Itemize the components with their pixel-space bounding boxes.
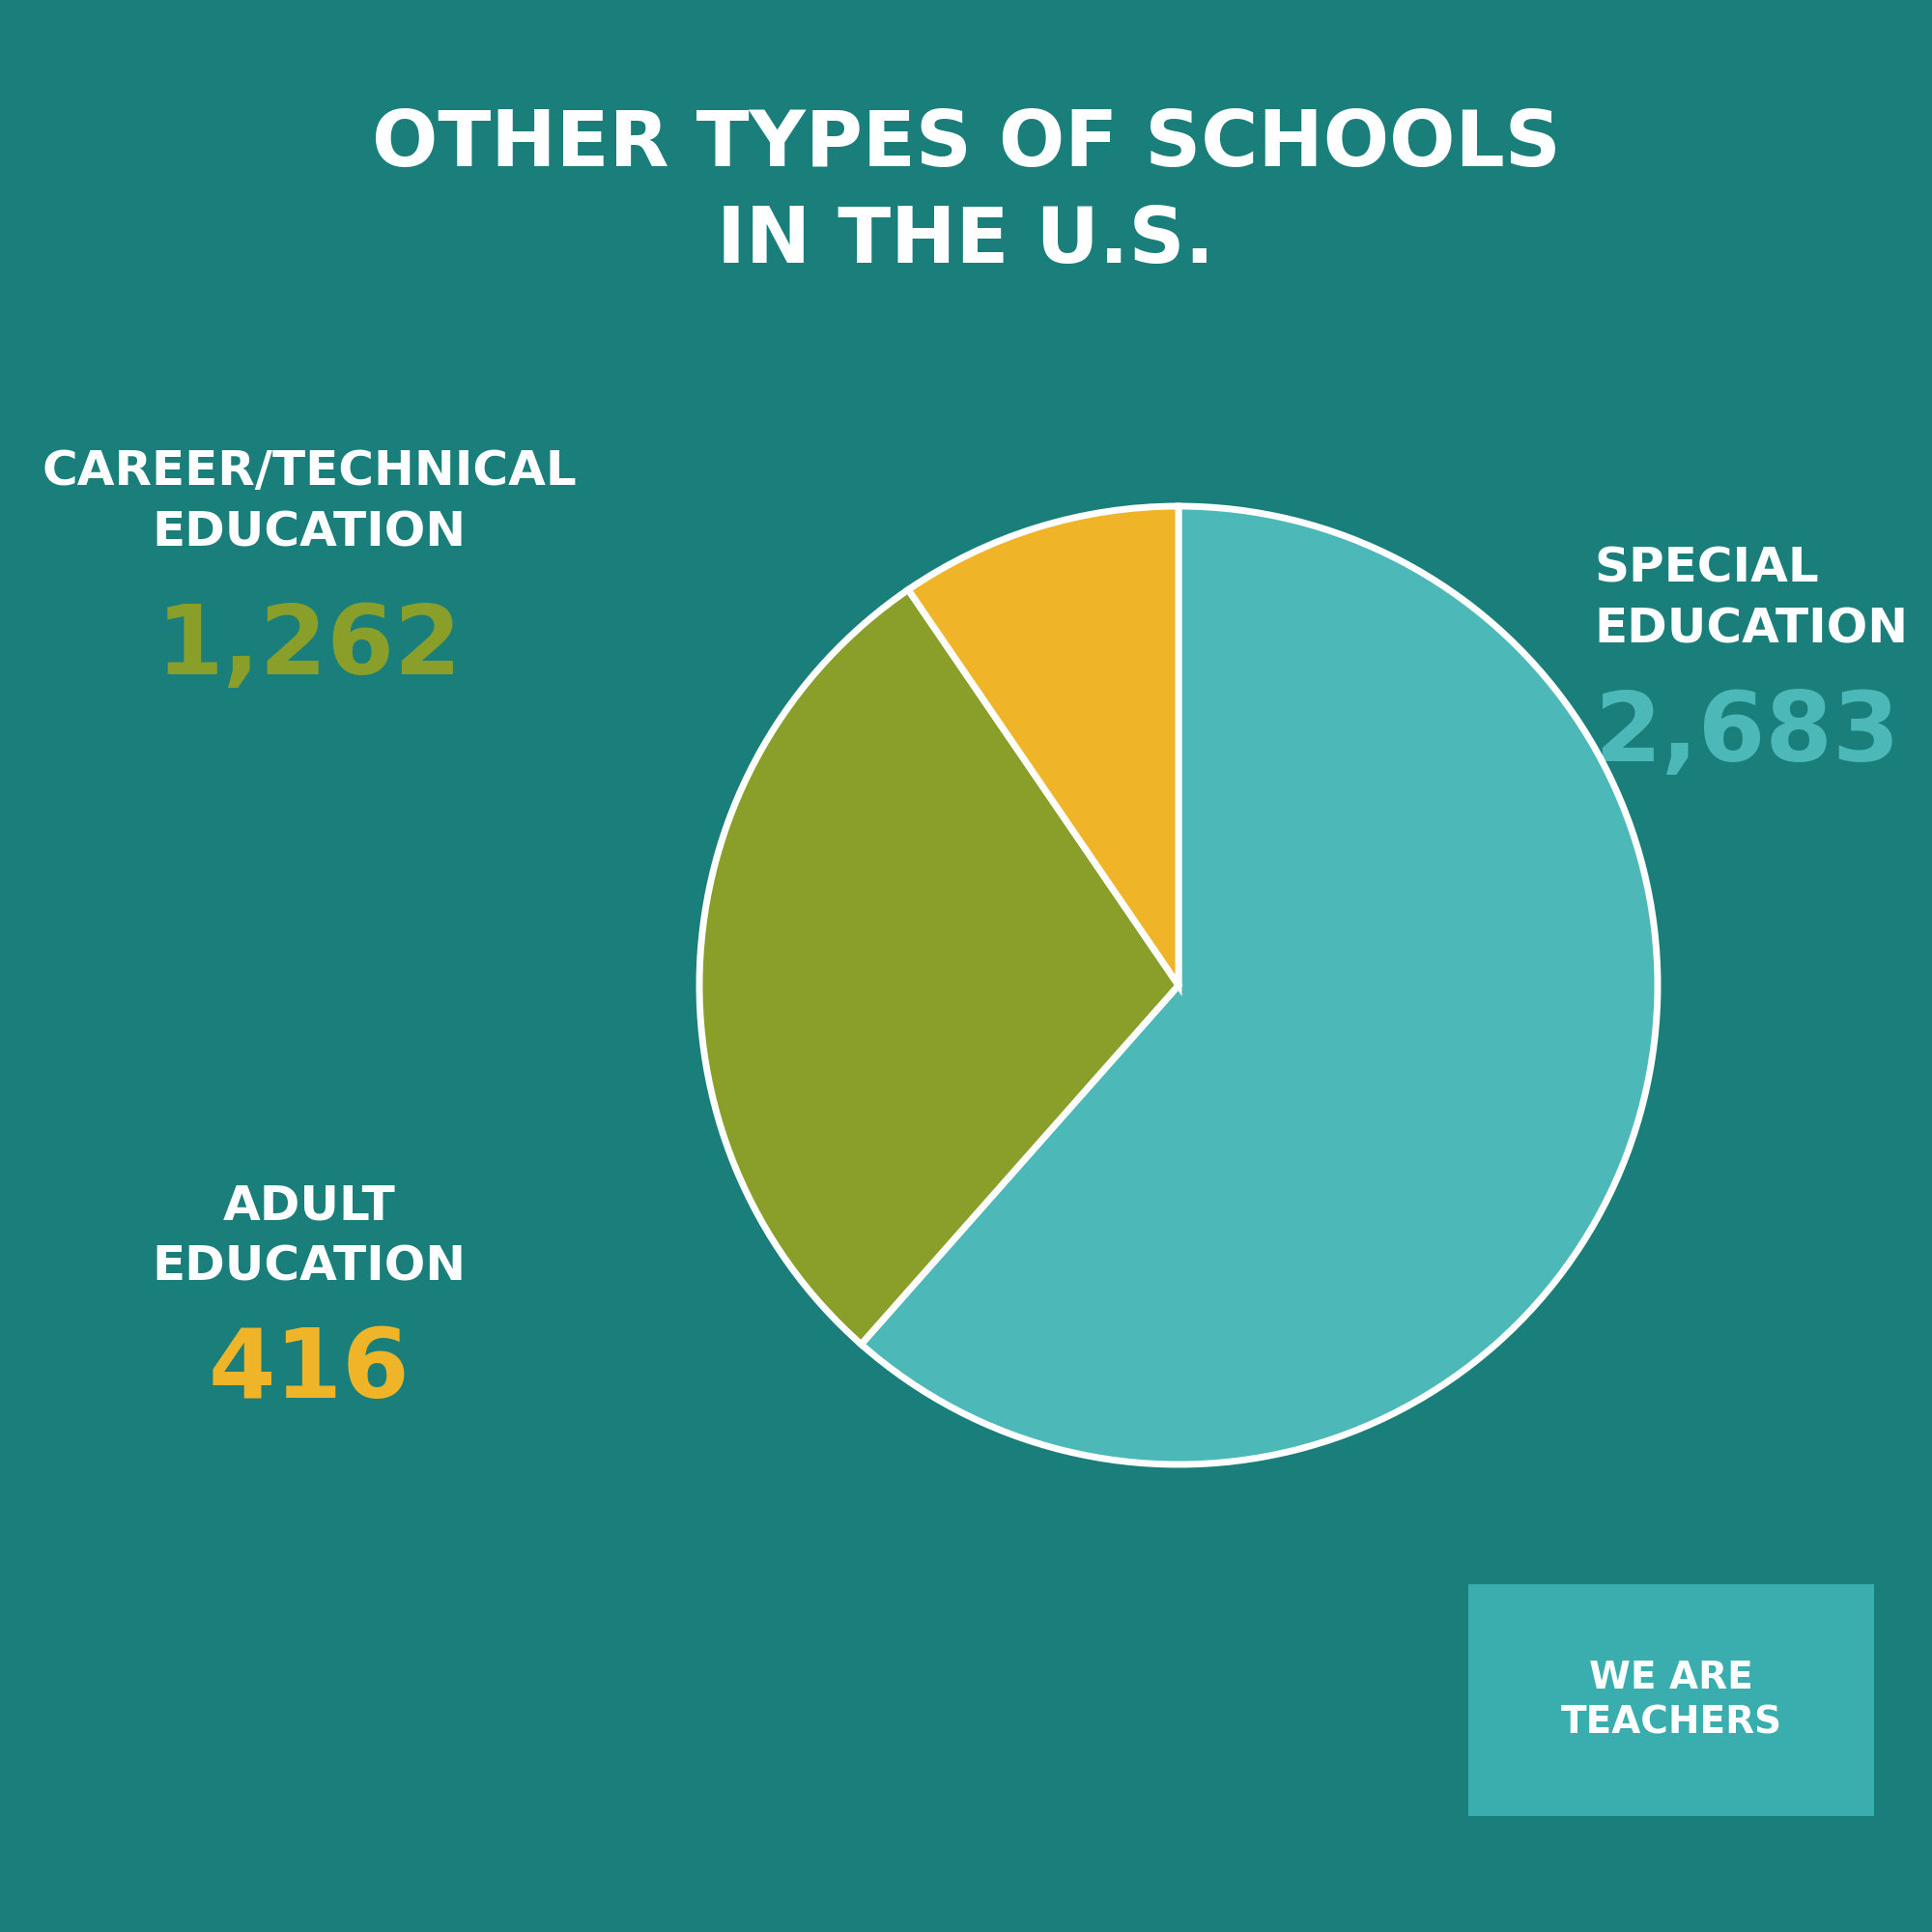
Text: IN THE U.S.: IN THE U.S.	[717, 203, 1215, 278]
FancyBboxPatch shape	[1468, 1584, 1874, 1816]
Text: OTHER TYPES OF SCHOOLS: OTHER TYPES OF SCHOOLS	[371, 106, 1561, 184]
Wedge shape	[699, 589, 1179, 1345]
Wedge shape	[862, 506, 1658, 1464]
Wedge shape	[908, 506, 1179, 985]
Text: 2,683: 2,683	[1594, 688, 1899, 781]
Text: 416: 416	[209, 1325, 410, 1418]
Text: SPECIAL
EDUCATION: SPECIAL EDUCATION	[1594, 545, 1909, 653]
Text: 1,262: 1,262	[156, 601, 462, 694]
Text: WE ARE
TEACHERS: WE ARE TEACHERS	[1561, 1660, 1781, 1741]
Text: CAREER/TECHNICAL
EDUCATION: CAREER/TECHNICAL EDUCATION	[43, 448, 576, 556]
Text: ADULT
EDUCATION: ADULT EDUCATION	[153, 1182, 466, 1291]
